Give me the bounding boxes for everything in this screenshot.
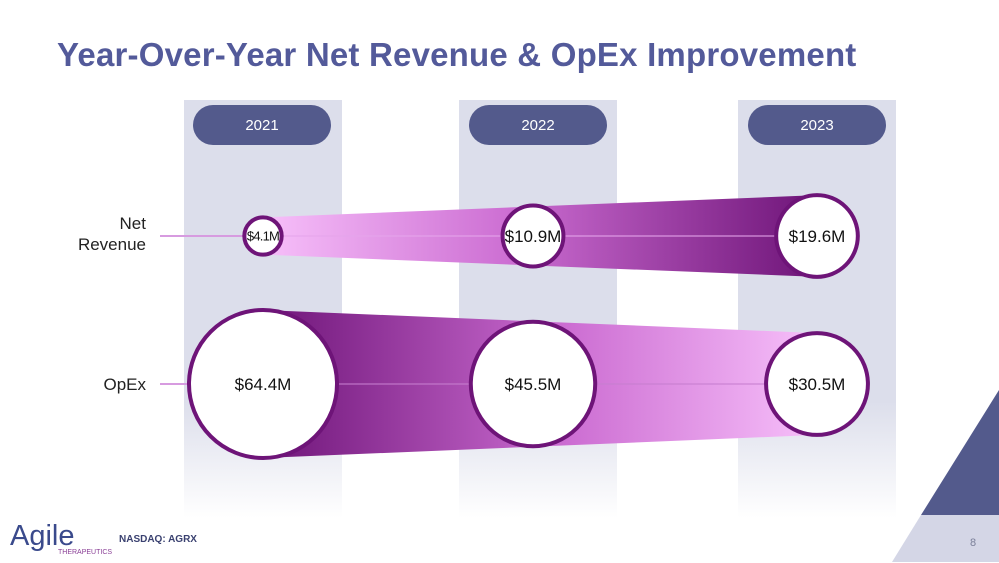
row-label-opex: OpEx bbox=[103, 375, 146, 394]
column-2023 bbox=[738, 100, 896, 518]
data-label-net-revenue-2023: $19.6M bbox=[789, 227, 846, 246]
year-pill-2021: 2021 bbox=[193, 105, 331, 145]
data-label-net-revenue-2021: $4.1M bbox=[247, 229, 279, 244]
bubble-opex-2021 bbox=[187, 308, 339, 460]
row-label-net-revenue: Net Revenue bbox=[60, 213, 146, 255]
logo-subtitle: THERAPEUTICS bbox=[58, 549, 112, 556]
page-number: 8 bbox=[970, 537, 977, 549]
data-label-opex-2023: $30.5M bbox=[789, 375, 846, 394]
bubble-opex-2022 bbox=[468, 319, 598, 449]
logo-wordmark: Agile bbox=[10, 520, 75, 552]
data-label-opex-2022: $45.5M bbox=[505, 375, 562, 394]
bubble-net-revenue-2023 bbox=[774, 193, 860, 279]
year-pill-2022: 2022 bbox=[469, 105, 607, 145]
bubble-net-revenue-2021 bbox=[242, 215, 284, 257]
agile-logo: Agile THERAPEUTICS bbox=[10, 518, 115, 563]
bubble-opex-2023 bbox=[764, 331, 870, 437]
year-pill-2023: 2023 bbox=[748, 105, 886, 145]
page-title: Year-Over-Year Net Revenue & OpEx Improv… bbox=[57, 36, 857, 73]
row-label-revenue: Revenue bbox=[77, 235, 146, 254]
data-label-opex-2021: $64.4M bbox=[235, 375, 292, 394]
bubble-net-revenue-2022 bbox=[500, 203, 566, 269]
data-label-net-revenue-2022: $10.9M bbox=[505, 227, 562, 246]
ticker-label: NASDAQ: AGRX bbox=[119, 534, 197, 545]
row-label-net: Net bbox=[119, 214, 146, 233]
